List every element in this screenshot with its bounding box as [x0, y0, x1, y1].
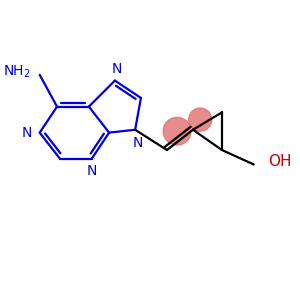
Text: N: N — [22, 126, 32, 140]
Text: NH$_2$: NH$_2$ — [3, 64, 31, 80]
Text: N: N — [111, 62, 122, 76]
Circle shape — [163, 117, 191, 145]
Text: N: N — [87, 164, 97, 178]
Circle shape — [189, 108, 212, 131]
Text: OH: OH — [268, 154, 292, 169]
Text: N: N — [133, 136, 143, 149]
